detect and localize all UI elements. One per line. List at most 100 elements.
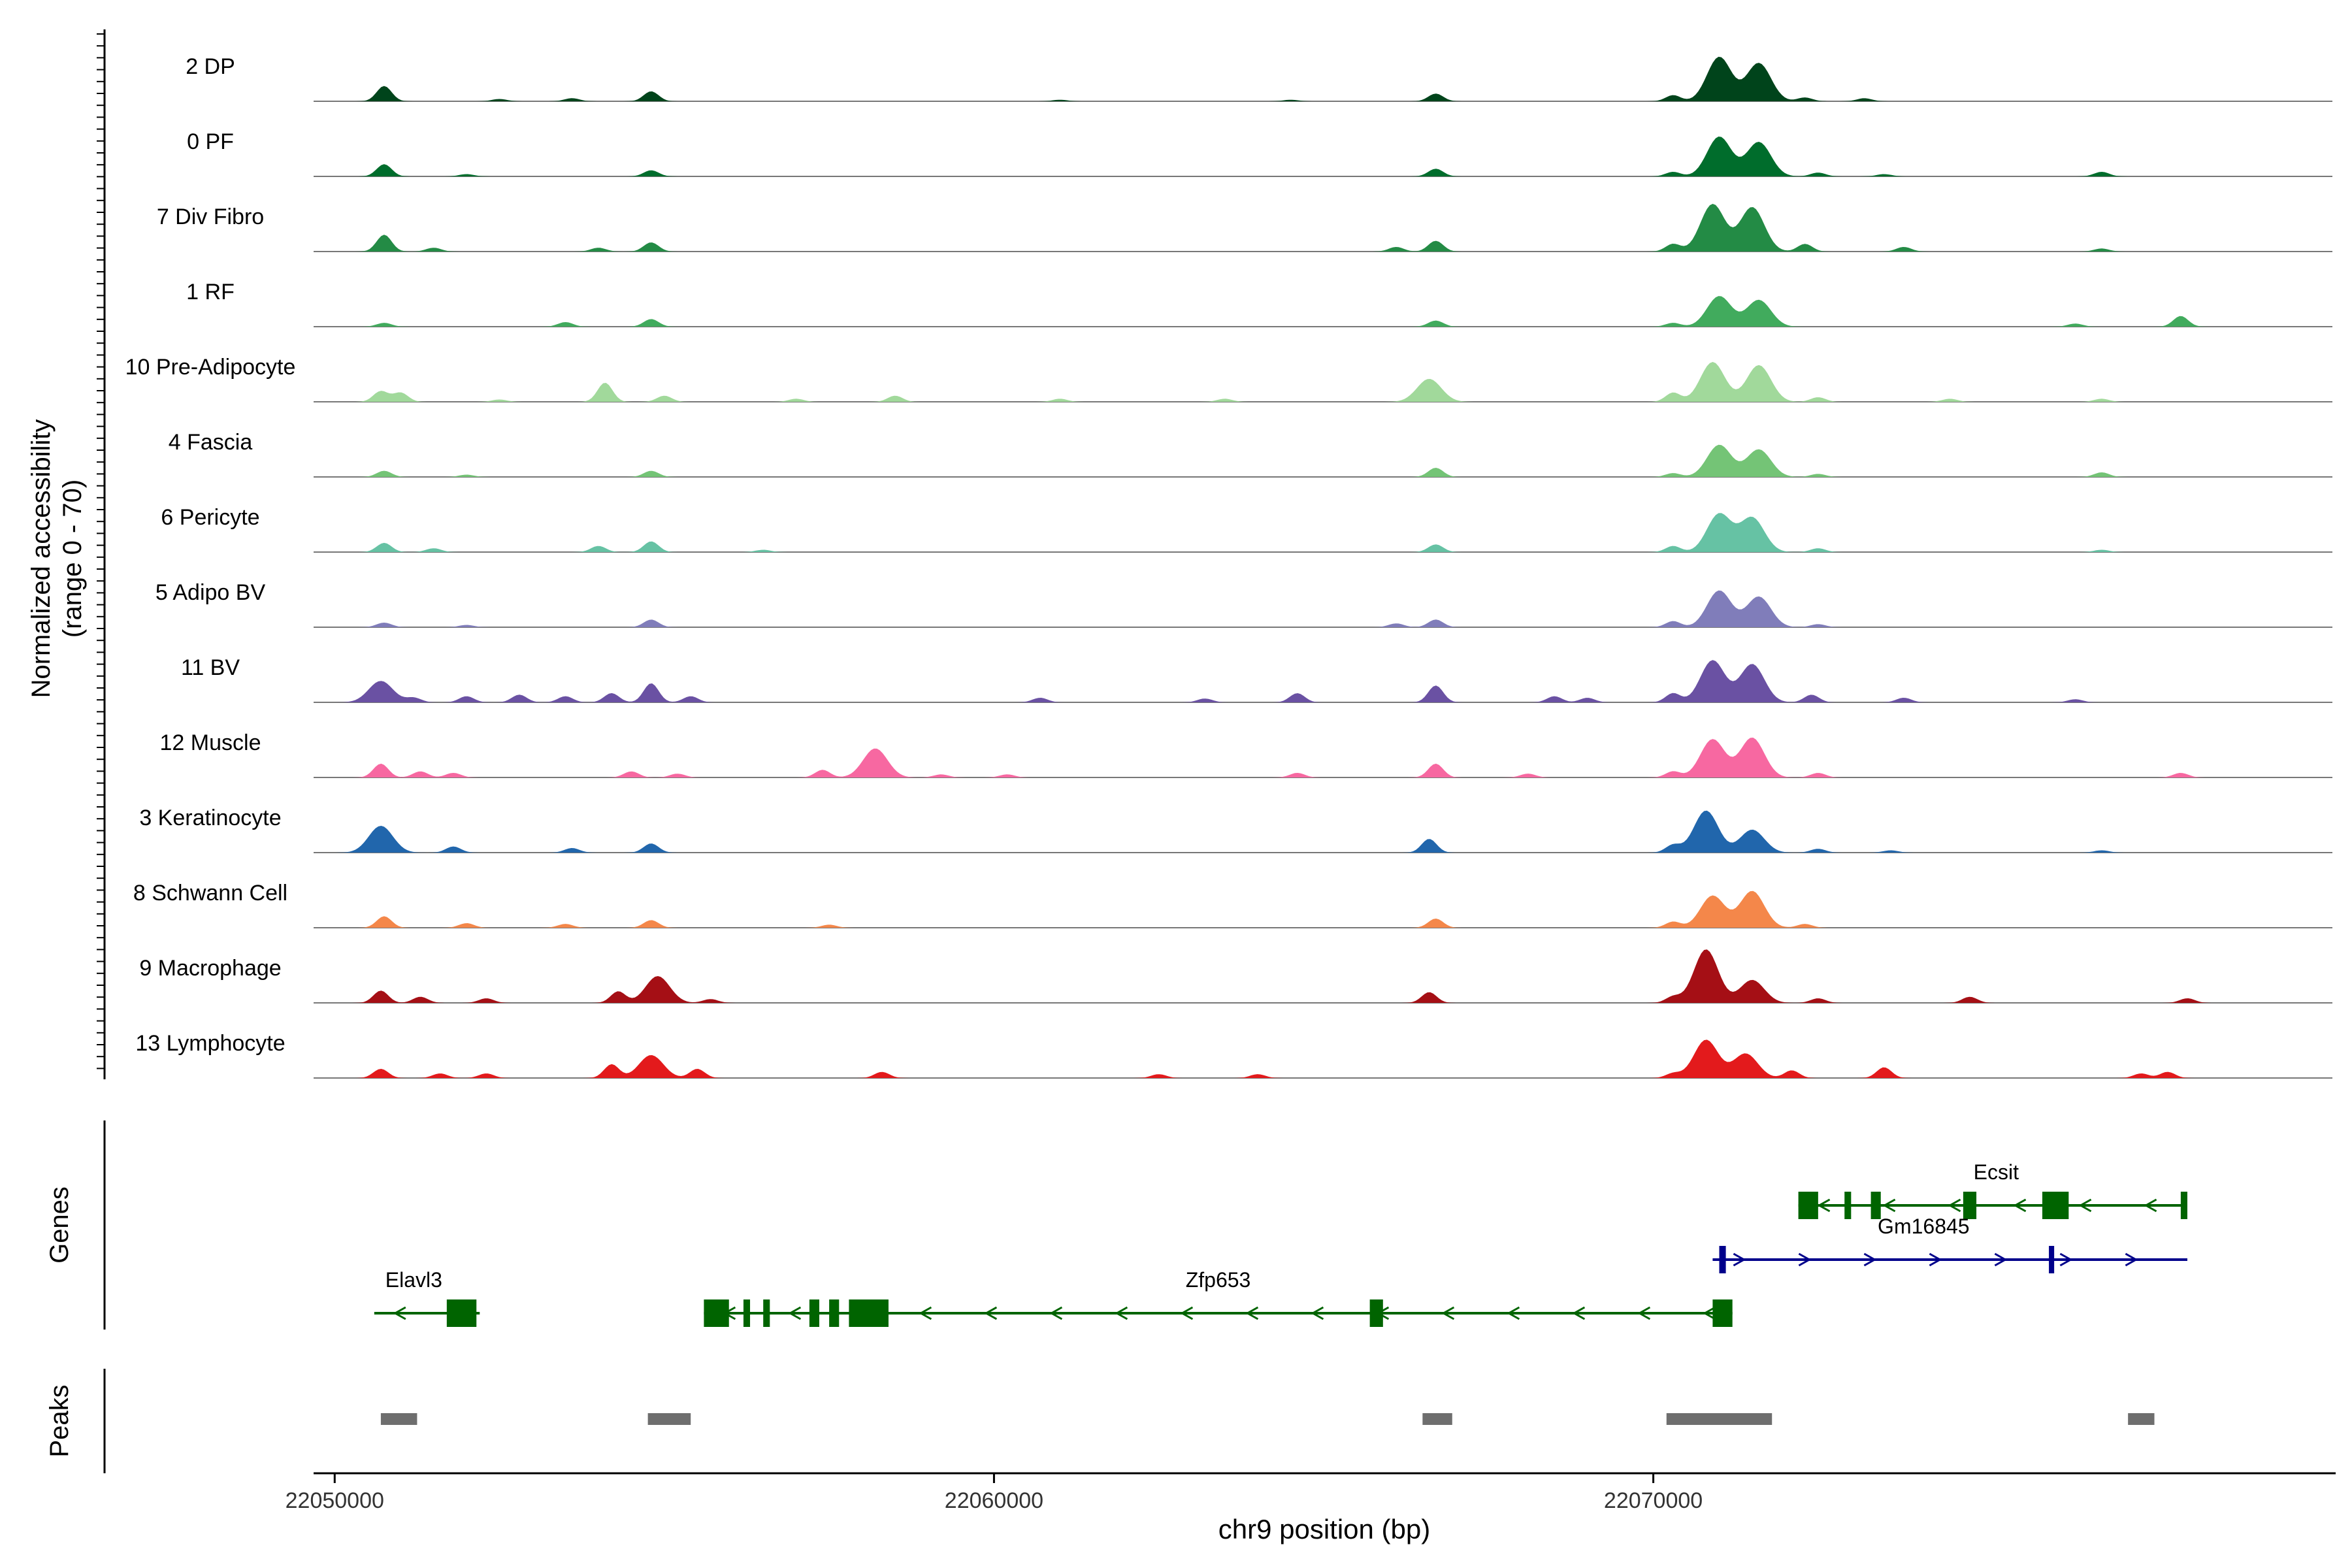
track-11-bv: 11 BV	[181, 655, 2332, 703]
strand-arrow	[1929, 1252, 1942, 1267]
exon	[809, 1299, 819, 1327]
track-9-macrophage: 9 Macrophage	[139, 949, 2332, 1004]
exon	[1844, 1192, 1852, 1219]
coverage-area	[315, 738, 2332, 777]
exon	[1719, 1246, 1726, 1273]
strand-arrow	[2078, 1198, 2092, 1213]
track-label: 12 Muscle	[160, 730, 261, 755]
track-6-pericyte: 6 Pericyte	[161, 505, 2332, 553]
coverage-area	[315, 810, 2332, 853]
strand-arrow	[1180, 1306, 1194, 1320]
strand-arrow	[788, 1306, 802, 1320]
track-13-lymphocyte: 13 Lymphocyte	[135, 1031, 2332, 1079]
exon	[849, 1299, 889, 1327]
strand-arrow	[1637, 1306, 1651, 1320]
coverage-area	[315, 949, 2332, 1003]
track-5-adipo-bv: 5 Adipo BV	[155, 580, 2332, 628]
strand-arrow	[1245, 1306, 1259, 1320]
peaks-panel-label: Peaks	[45, 1384, 74, 1457]
exon	[1369, 1299, 1383, 1327]
track-label: 1 RF	[186, 280, 235, 304]
track-12-muscle: 12 Muscle	[160, 730, 2332, 778]
peaks-track	[380, 1413, 2155, 1425]
strand-arrow	[393, 1306, 406, 1320]
strand-arrow	[2059, 1252, 2073, 1267]
coverage-area	[315, 513, 2332, 552]
track-10-pre-adipocyte: 10 Pre-Adipocyte	[125, 355, 2332, 402]
coverage-area	[315, 137, 2332, 176]
strand-arrow	[1115, 1306, 1128, 1320]
gene-zfp653: Zfp653	[704, 1268, 1733, 1327]
coverage-area	[315, 296, 2332, 327]
strand-arrow	[1882, 1198, 1896, 1213]
coverage-area	[315, 362, 2332, 402]
strand-arrow	[1817, 1198, 1831, 1213]
peak-region	[1666, 1413, 1772, 1425]
track-4-fascia: 4 Fascia	[169, 430, 2332, 478]
genes-track: Ecsit Gm16845 Elavl3 Zfp653	[374, 1160, 2187, 1327]
track-7-div-fibro: 7 Div Fibro	[157, 204, 2332, 252]
track-label: 8 Schwann Cell	[133, 881, 287, 906]
exon	[704, 1299, 729, 1327]
peak-region	[1422, 1413, 1452, 1425]
exon	[829, 1299, 840, 1327]
strand-arrow	[1311, 1306, 1324, 1320]
y-axis-label: Normalized accessibility	[27, 419, 56, 698]
x-axis-label: chr9 position (bp)	[1218, 1514, 1431, 1544]
x-tick-label: 22060000	[945, 1488, 1043, 1513]
peak-region	[2128, 1413, 2155, 1425]
coverage-area	[315, 444, 2332, 477]
genes-panel-label: Genes	[45, 1186, 74, 1264]
coverage-area	[315, 890, 2332, 928]
gene-gm16845: Gm16845	[1712, 1215, 2187, 1273]
gene-label: Elavl3	[385, 1268, 442, 1292]
coverage-area	[315, 56, 2332, 101]
track-8-schwann-cell: 8 Schwann Cell	[133, 881, 2332, 928]
strand-arrow	[1733, 1252, 1746, 1267]
track-label: 3 Keratinocyte	[139, 806, 281, 830]
track-2-dp: 2 DP	[186, 54, 2332, 102]
coverage-area	[315, 204, 2332, 252]
exon	[1870, 1192, 1881, 1219]
strand-arrow	[1994, 1252, 2008, 1267]
peak-region	[647, 1413, 691, 1425]
track-0-pf: 0 PF	[187, 129, 2332, 177]
strand-arrow	[2125, 1252, 2138, 1267]
strand-arrow	[1572, 1306, 1586, 1320]
strand-arrow	[1863, 1252, 1877, 1267]
gene-label: Gm16845	[1878, 1215, 1970, 1238]
strand-arrow	[1049, 1306, 1063, 1320]
strand-arrow	[1441, 1306, 1455, 1320]
exon	[1712, 1299, 1733, 1327]
y-axis-label-range: (range 0 - 70)	[58, 480, 87, 638]
track-label: 4 Fascia	[169, 430, 253, 455]
strand-arrow	[1507, 1306, 1520, 1320]
track-label: 0 PF	[187, 129, 234, 154]
exon	[763, 1299, 770, 1327]
strand-arrow	[2013, 1198, 2027, 1213]
track-label: 2 DP	[186, 54, 235, 79]
track-label: 10 Pre-Adipocyte	[125, 355, 296, 380]
exon	[446, 1299, 477, 1327]
exon	[2180, 1192, 2187, 1219]
exon	[2042, 1192, 2069, 1219]
strand-arrow	[1798, 1252, 1812, 1267]
track-label: 11 BV	[181, 655, 240, 680]
track-label: 7 Div Fibro	[157, 204, 264, 229]
x-tick-label: 22070000	[1604, 1488, 1703, 1513]
gene-elavl3: Elavl3	[374, 1268, 480, 1327]
coverage-axis-ticks	[97, 33, 105, 1070]
exon	[743, 1299, 751, 1327]
strand-arrow	[984, 1306, 998, 1320]
strand-arrow	[1703, 1306, 1716, 1320]
gene-label: Ecsit	[1974, 1160, 2019, 1184]
coverage-area	[315, 1039, 2332, 1078]
gene-label: Zfp653	[1186, 1268, 1251, 1292]
track-3-keratinocyte: 3 Keratinocyte	[139, 806, 2332, 853]
exon	[1963, 1192, 1977, 1219]
track-label: 9 Macrophage	[139, 956, 281, 981]
track-label: 6 Pericyte	[161, 505, 259, 530]
coverage-area	[315, 660, 2332, 702]
coverage-area	[315, 590, 2332, 627]
